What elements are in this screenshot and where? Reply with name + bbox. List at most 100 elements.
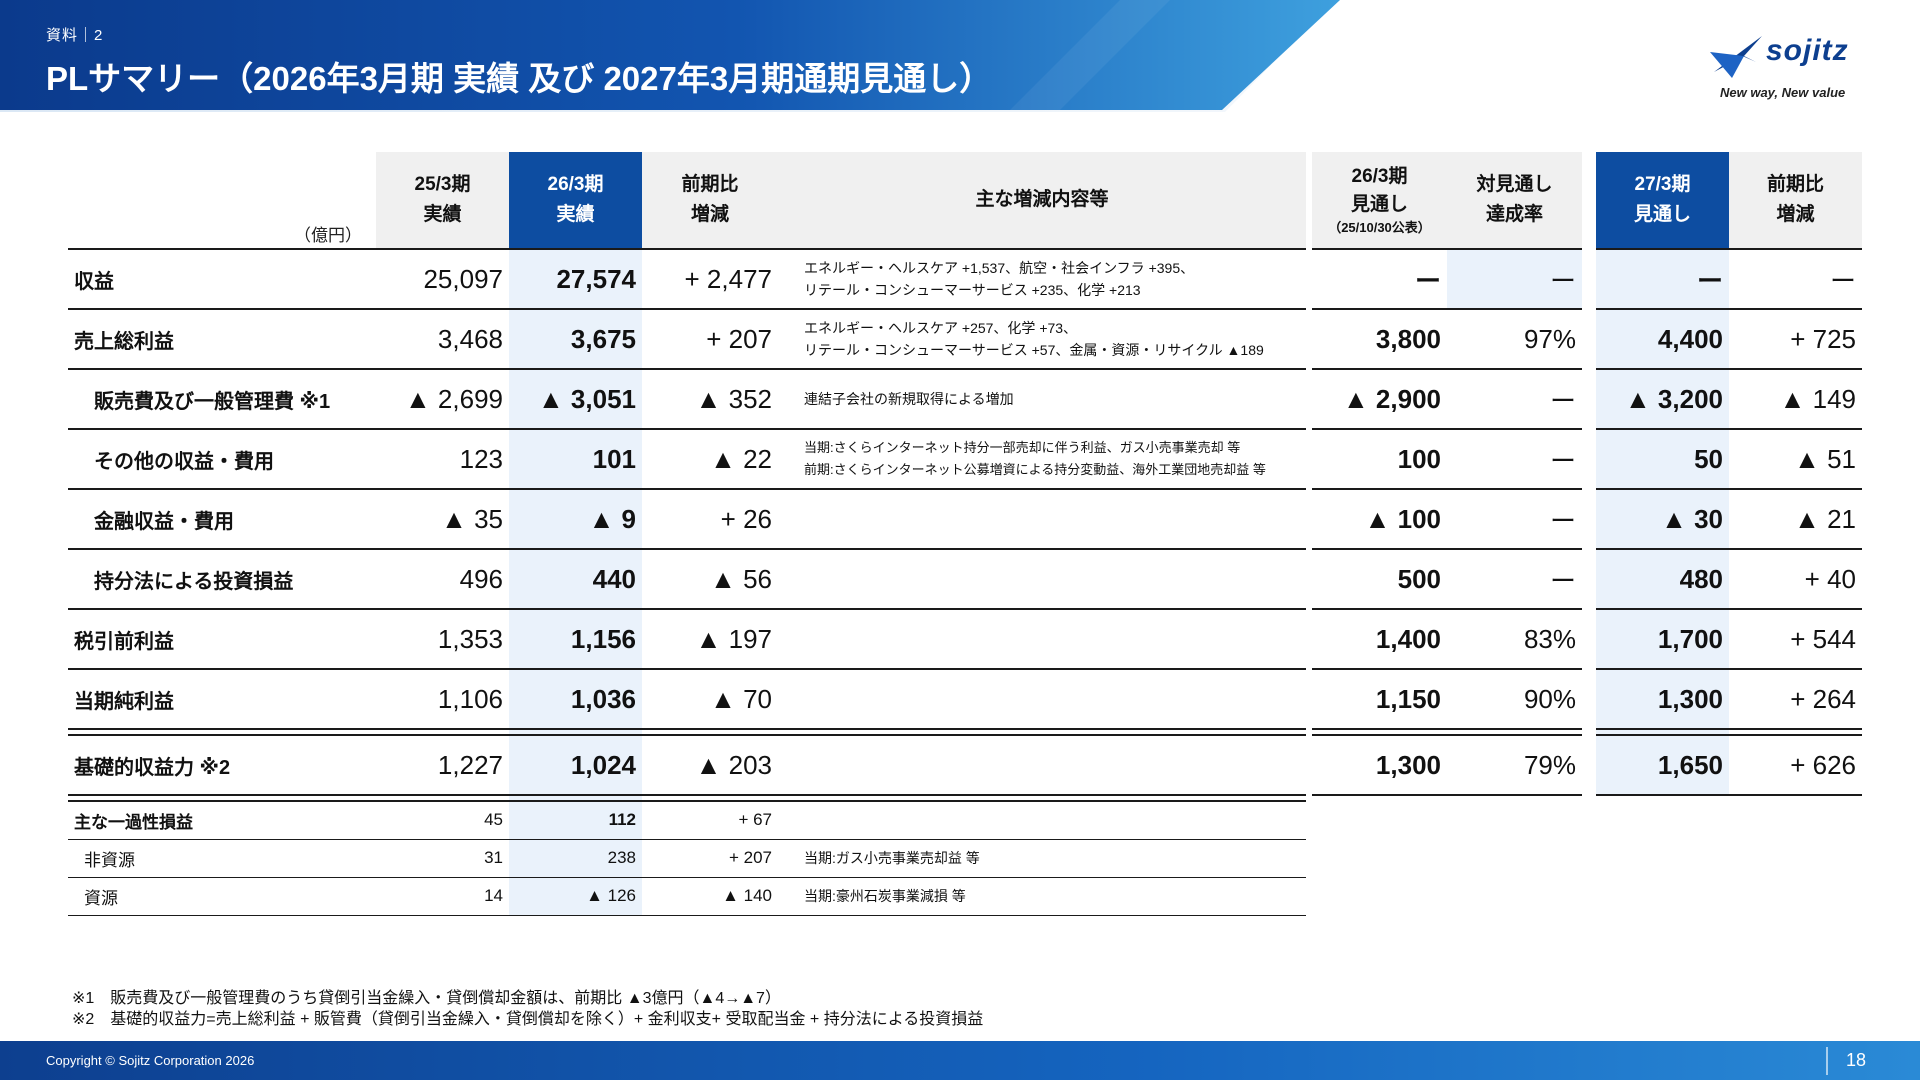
page-number: 18 — [1846, 1050, 1867, 1070]
cell-yoy: + 26 — [642, 489, 778, 550]
footnote-1: ※1 販売費及び一般管理費のうち貸倒引当金繰入・貸倒償却金額は、前期比 ▲3億円… — [72, 990, 781, 1007]
cell-yoy: + 207 — [642, 309, 778, 370]
table-row: その他の収益・費用 123 101 ▲ 22 当期:さくらインターネット持分一部… — [68, 429, 1862, 490]
cell-note — [778, 609, 1306, 670]
col-header-rate: 対見通し 達成率 — [1447, 152, 1582, 249]
col-header-fc27: 27/3期 見通し — [1596, 152, 1729, 249]
table-separator — [68, 729, 1862, 736]
cell-rate: 97% — [1447, 309, 1582, 370]
cell-fy26: ▲ 126 — [509, 877, 642, 916]
logo-tagline: New way, New value — [1720, 85, 1846, 100]
cell-yoy27: ▲ 51 — [1729, 429, 1862, 490]
cell-rate: ー — [1447, 549, 1582, 610]
cell-yoy: ▲ 140 — [642, 877, 778, 916]
cell-note — [778, 735, 1306, 796]
unit-label: （億円） — [294, 226, 362, 245]
table-row: 基礎的収益力 ※2 1,227 1,024 ▲ 203 1,300 79% 1,… — [68, 735, 1862, 796]
table-header-row: （億円） 25/3期 実績 26/3期 実績 前期比 増減 主な増減内容等 26/3期… — [68, 152, 1862, 249]
cell-note: 連結子会社の新規取得による増加 — [778, 369, 1306, 430]
pl-summary-table: （億円） 25/3期 実績 26/3期 実績 前期比 増減 主な増減内容等 26/3期… — [68, 152, 1862, 916]
cell-fy26: 1,156 — [509, 609, 642, 670]
row-label: その他の収益・費用 — [68, 429, 376, 490]
cell-fy25: 3,468 — [376, 309, 509, 370]
cell-fy26: 1,036 — [509, 669, 642, 730]
table-separator — [68, 795, 1862, 802]
cell-rate: ー — [1447, 489, 1582, 550]
cell-fc27: ▲ 3,200 — [1596, 369, 1729, 430]
cell-yoy: + 2,477 — [642, 248, 778, 310]
cell-yoy27: + 544 — [1729, 609, 1862, 670]
cell-rate: ー — [1447, 248, 1582, 310]
cell-yoy27: + 264 — [1729, 669, 1862, 730]
col-header-fy26: 26/3期 実績 — [509, 152, 642, 249]
table-row: 金融収益・費用 ▲ 35 ▲ 9 + 26 ▲ 100 ー ▲ 30 ▲ 21 — [68, 489, 1862, 550]
table-row: 税引前利益 1,353 1,156 ▲ 197 1,400 83% 1,700 … — [68, 609, 1862, 670]
cell-fy26: 112 — [509, 801, 642, 840]
table-row: 販売費及び一般管理費 ※1 ▲ 2,699 ▲ 3,051 ▲ 352 連結子会… — [68, 369, 1862, 430]
table-row: 資源 14 ▲ 126 ▲ 140 当期:豪州石炭事業減損 等 — [68, 877, 1862, 916]
cell-fc27: 4,400 — [1596, 309, 1729, 370]
cell-fy25: 496 — [376, 549, 509, 610]
cell-note — [778, 489, 1306, 550]
logo-wordmark: sojitz — [1766, 34, 1849, 67]
row-label: 金融収益・費用 — [68, 489, 376, 550]
cell-fy25: 45 — [376, 801, 509, 840]
cell-fc26: ー — [1312, 248, 1447, 310]
cell-yoy: ▲ 352 — [642, 369, 778, 430]
cell-note — [778, 669, 1306, 730]
cell-fy25: 1,106 — [376, 669, 509, 730]
cell-rate: ー — [1447, 369, 1582, 430]
cell-fy26: 238 — [509, 839, 642, 878]
row-label: 当期純利益 — [68, 669, 376, 730]
cell-note: エネルギー・ヘルスケア +257、化学 +73、 リテール・コンシューマーサービス… — [778, 309, 1306, 370]
row-label: 基礎的収益力 ※2 — [68, 735, 376, 796]
table-row: 主な一過性損益 45 112 + 67 — [68, 801, 1862, 840]
cell-fc27: 1,300 — [1596, 669, 1729, 730]
row-label: 販売費及び一般管理費 ※1 — [68, 369, 376, 430]
cell-fy25: 1,353 — [376, 609, 509, 670]
cell-yoy: ▲ 22 — [642, 429, 778, 490]
cell-fc27: 50 — [1596, 429, 1729, 490]
cell-fy25: ▲ 35 — [376, 489, 509, 550]
cell-yoy: ▲ 197 — [642, 609, 778, 670]
row-label: 持分法による投資損益 — [68, 549, 376, 610]
cell-fc27: 480 — [1596, 549, 1729, 610]
cell-rate: 79% — [1447, 735, 1582, 796]
cell-fy26: ▲ 3,051 — [509, 369, 642, 430]
table-row: 収益 25,097 27,574 + 2,477 エネルギー・ヘルスケア +1,… — [68, 248, 1862, 310]
row-label: 主な一過性損益 — [68, 801, 376, 840]
footer-divider — [1826, 1047, 1828, 1075]
cell-fc26: 1,150 — [1312, 669, 1447, 730]
table-row: 当期純利益 1,106 1,036 ▲ 70 1,150 90% 1,300 +… — [68, 669, 1862, 730]
cell-fc27: ー — [1596, 248, 1729, 310]
cell-fc26: 500 — [1312, 549, 1447, 610]
cell-fy26: 27,574 — [509, 248, 642, 310]
cell-yoy: ▲ 56 — [642, 549, 778, 610]
cell-fy26: ▲ 9 — [509, 489, 642, 550]
cell-note: 当期:豪州石炭事業減損 等 — [778, 877, 1306, 916]
col-header-yoy27: 前期比 増減 — [1729, 152, 1862, 249]
cell-fc26: ▲ 100 — [1312, 489, 1447, 550]
cell-yoy: ▲ 203 — [642, 735, 778, 796]
document-label: 資料｜2 — [46, 27, 104, 44]
row-label: 資源 — [68, 877, 376, 916]
cell-fc27: 1,650 — [1596, 735, 1729, 796]
cell-fc26: 3,800 — [1312, 309, 1447, 370]
cell-fc27: 1,700 — [1596, 609, 1729, 670]
cell-fy25: 25,097 — [376, 248, 509, 310]
col-header-notes: 主な増減内容等 — [778, 152, 1306, 249]
cell-yoy27: + 725 — [1729, 309, 1862, 370]
footnote-2: ※2 基礎的収益力=売上総利益 + 販管費（貸倒引当金繰入・貸倒償却を除く）+ … — [72, 1011, 984, 1028]
cell-fy25: 123 — [376, 429, 509, 490]
copyright-text: Copyright © Sojitz Corporation 2026 — [46, 1053, 255, 1068]
col-header-yoy: 前期比 増減 — [642, 152, 778, 249]
footnotes: ※1 販売費及び一般管理費のうち貸倒引当金繰入・貸倒償却金額は、前期比 ▲3億円… — [72, 988, 983, 1030]
cell-note: エネルギー・ヘルスケア +1,537、航空・社会インフラ +395、 リテール・コ… — [778, 248, 1306, 310]
banner-graphic — [0, 0, 1340, 112]
cell-fc26: 1,300 — [1312, 735, 1447, 796]
cell-fy25: 1,227 — [376, 735, 509, 796]
footer-bar: Copyright © Sojitz Corporation 2026 18 — [0, 1041, 1920, 1080]
cell-fy26: 1,024 — [509, 735, 642, 796]
cell-yoy27: ▲ 21 — [1729, 489, 1862, 550]
col-header-fc26: 26/3期 見通し （25/10/30公表） — [1312, 152, 1447, 249]
